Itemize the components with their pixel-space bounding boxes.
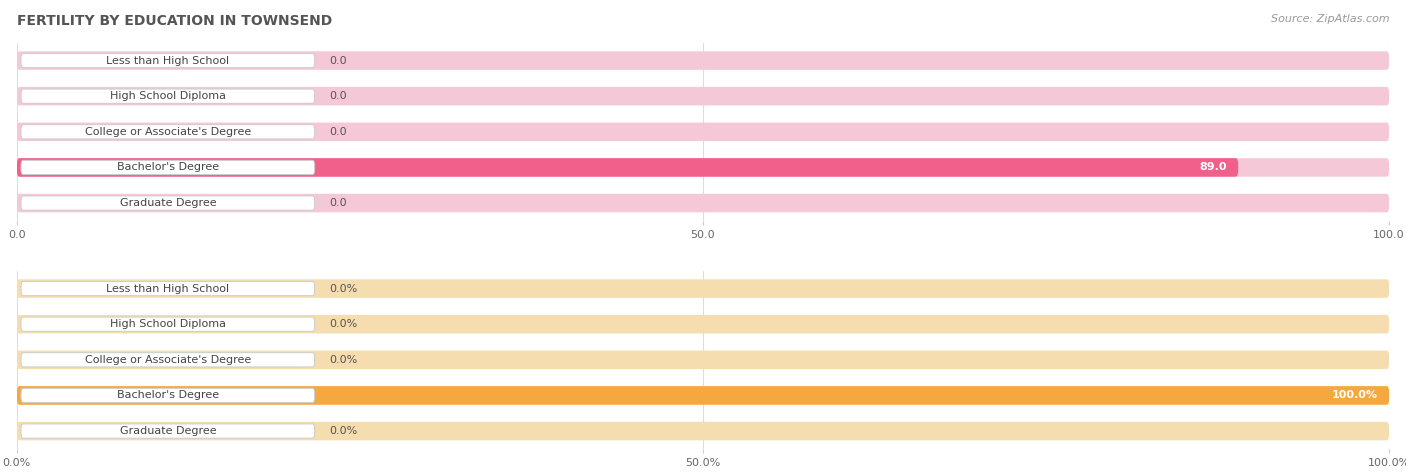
FancyBboxPatch shape: [17, 51, 1389, 70]
Text: Bachelor's Degree: Bachelor's Degree: [117, 162, 219, 172]
Text: 0.0%: 0.0%: [330, 355, 359, 365]
FancyBboxPatch shape: [21, 389, 315, 403]
FancyBboxPatch shape: [21, 161, 315, 175]
Text: Graduate Degree: Graduate Degree: [120, 426, 217, 436]
Text: College or Associate's Degree: College or Associate's Degree: [84, 355, 250, 365]
FancyBboxPatch shape: [17, 315, 1389, 333]
Text: High School Diploma: High School Diploma: [110, 319, 226, 329]
Text: 0.0: 0.0: [330, 198, 347, 208]
Text: 100.0%: 100.0%: [1331, 390, 1378, 400]
Text: Less than High School: Less than High School: [107, 56, 229, 66]
Text: Source: ZipAtlas.com: Source: ZipAtlas.com: [1271, 14, 1389, 24]
FancyBboxPatch shape: [21, 424, 315, 438]
FancyBboxPatch shape: [17, 386, 1389, 405]
Text: Bachelor's Degree: Bachelor's Degree: [117, 390, 219, 400]
FancyBboxPatch shape: [17, 422, 1389, 440]
FancyBboxPatch shape: [17, 386, 1389, 405]
FancyBboxPatch shape: [17, 279, 1389, 298]
FancyBboxPatch shape: [21, 89, 315, 104]
FancyBboxPatch shape: [17, 351, 1389, 369]
FancyBboxPatch shape: [21, 196, 315, 210]
Text: 0.0%: 0.0%: [330, 319, 359, 329]
Text: Less than High School: Less than High School: [107, 284, 229, 294]
FancyBboxPatch shape: [21, 281, 315, 295]
Text: FERTILITY BY EDUCATION IN TOWNSEND: FERTILITY BY EDUCATION IN TOWNSEND: [17, 14, 332, 28]
Text: 0.0%: 0.0%: [330, 284, 359, 294]
FancyBboxPatch shape: [21, 125, 315, 139]
FancyBboxPatch shape: [17, 194, 1389, 212]
Text: 89.0: 89.0: [1199, 162, 1227, 172]
Text: College or Associate's Degree: College or Associate's Degree: [84, 127, 250, 137]
FancyBboxPatch shape: [21, 317, 315, 332]
FancyBboxPatch shape: [17, 158, 1389, 177]
FancyBboxPatch shape: [17, 123, 1389, 141]
Text: Graduate Degree: Graduate Degree: [120, 198, 217, 208]
FancyBboxPatch shape: [17, 87, 1389, 105]
Text: High School Diploma: High School Diploma: [110, 91, 226, 101]
Text: 0.0: 0.0: [330, 91, 347, 101]
Text: 0.0: 0.0: [330, 56, 347, 66]
Text: 0.0: 0.0: [330, 127, 347, 137]
FancyBboxPatch shape: [21, 54, 315, 68]
FancyBboxPatch shape: [21, 352, 315, 367]
Text: 0.0%: 0.0%: [330, 426, 359, 436]
FancyBboxPatch shape: [17, 158, 1239, 177]
